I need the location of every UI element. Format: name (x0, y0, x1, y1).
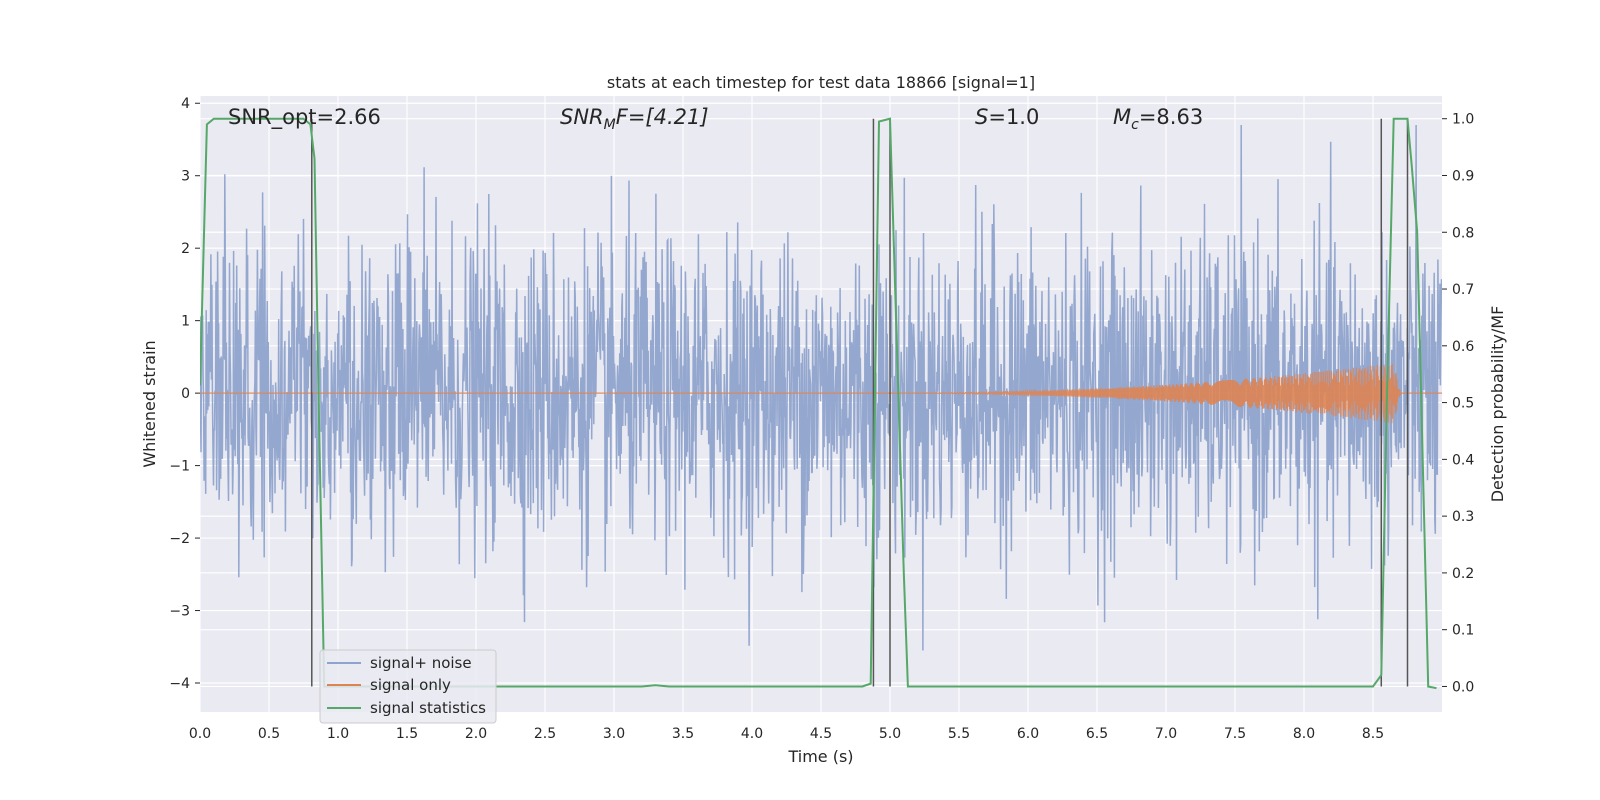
y-right-tick-label: 0.0 (1452, 679, 1474, 695)
legend-label-noise: signal+ noise (370, 654, 472, 672)
signal-statistics-series (200, 117, 1437, 690)
y-right-tick-label: 0.8 (1452, 225, 1474, 241)
y-tick-label: 0 (181, 386, 190, 402)
snr-mf-annotation: SNRMF=[4.21] (560, 105, 709, 133)
x-tick-label: 3.5 (672, 726, 694, 742)
y-right-axis-label: Detection probability/MF (1488, 306, 1507, 503)
y-tick-label: 4 (181, 96, 190, 112)
vertical-lines (311, 118, 1409, 687)
stats-line (200, 117, 1437, 690)
y-right-tick-label: 0.7 (1452, 282, 1474, 298)
x-tick-label: 0.0 (189, 726, 211, 742)
x-tick-label: 5.0 (879, 726, 901, 742)
legend: signal+ noise signal only signal statist… (319, 649, 497, 724)
x-tick-label: 5.5 (948, 726, 970, 742)
x-tick-label: 4.5 (810, 726, 832, 742)
y-right-tick-label: 1.0 (1452, 112, 1474, 128)
y-right-tick-label: 0.9 (1452, 168, 1474, 184)
y-tick-label: −1 (169, 459, 190, 475)
y-tick-label: −4 (169, 676, 190, 692)
signal-only-series (200, 363, 1442, 424)
snr-opt-annotation: SNR_opt=2.66 (228, 105, 381, 130)
y-right-tick-label: 0.5 (1452, 396, 1474, 412)
y-tick-label: 3 (181, 169, 190, 185)
x-tick-label: 7.0 (1155, 726, 1177, 742)
x-tick-label: 6.0 (1017, 726, 1039, 742)
x-tick-label: 0.5 (258, 726, 280, 742)
y-right-tick-label: 0.4 (1452, 452, 1474, 468)
x-tick-label: 8.0 (1293, 726, 1315, 742)
legend-box (319, 649, 497, 724)
x-tick-label: 8.5 (1362, 726, 1384, 742)
signal-noise-series (200, 124, 1442, 651)
x-tick-label: 2.5 (534, 726, 556, 742)
y-axis-ticks: −4 −3 −2 −1 0 1 2 3 4 (169, 96, 200, 692)
x-tick-label: 2.0 (465, 726, 487, 742)
x-tick-label: 3.0 (603, 726, 625, 742)
legend-label-stats: signal statistics (370, 699, 486, 717)
y-tick-label: 1 (181, 314, 190, 330)
x-axis-ticks: 0.0 0.5 1.0 1.5 2.0 2.5 3.0 3.5 4.0 4.5 5.0 5.5 6.0 6… (189, 726, 1384, 742)
y-tick-label: −3 (169, 604, 190, 620)
legend-label-signal: signal only (370, 676, 451, 694)
x-tick-label: 1.0 (327, 726, 349, 742)
signal-trace (200, 363, 1442, 424)
x-tick-label: 4.0 (741, 726, 763, 742)
y-right-axis-ticks: 0.0 0.1 0.2 0.3 0.4 0.5 0.6 0.7 0.8 0.9 1.0 (1442, 112, 1474, 695)
x-tick-label: 7.5 (1224, 726, 1246, 742)
y-right-tick-label: 0.6 (1452, 339, 1474, 355)
y-tick-label: −2 (169, 531, 190, 547)
chart-title: stats at each timestep for test data 188… (607, 73, 1035, 92)
y-tick-label: 2 (181, 241, 190, 257)
x-tick-label: 1.5 (396, 726, 418, 742)
y-right-tick-label: 0.1 (1452, 623, 1474, 639)
x-tick-label: 6.5 (1086, 726, 1108, 742)
y-right-tick-label: 0.2 (1452, 566, 1474, 582)
mc-annotation: Mc=8.63 (1113, 105, 1203, 133)
y-right-tick-label: 0.3 (1452, 509, 1474, 525)
s-annotation: S=1.0 (975, 105, 1039, 129)
y-axis-label: Whitened strain (140, 340, 159, 467)
noise-trace (200, 124, 1442, 651)
x-axis-label: Time (s) (787, 747, 853, 766)
